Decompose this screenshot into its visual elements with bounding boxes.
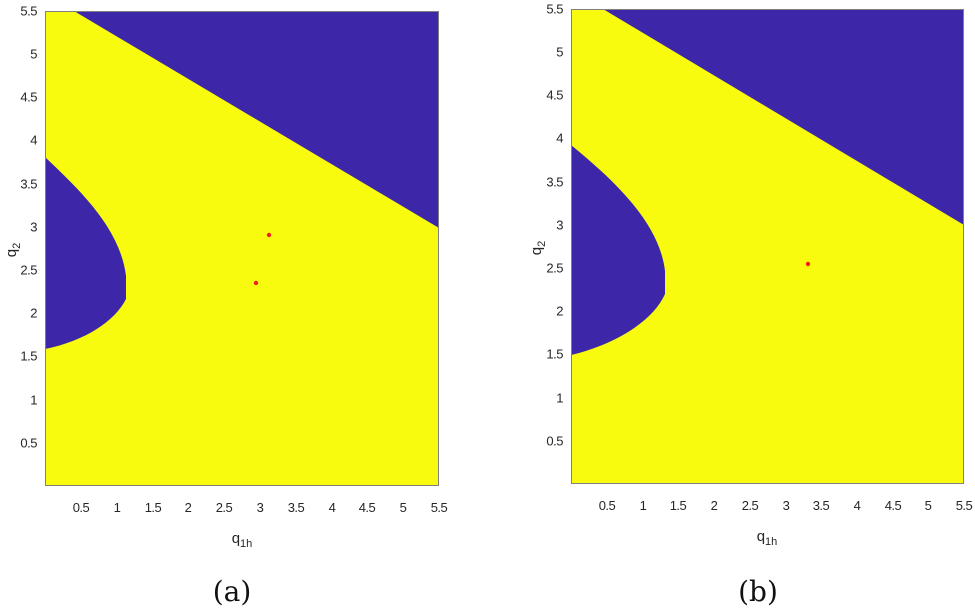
ytick: 4 <box>30 132 37 148</box>
ytick: 0.5 <box>20 435 37 451</box>
xtick: 2 <box>184 500 192 515</box>
xtick: 3.5 <box>812 498 830 513</box>
axes-box <box>571 9 964 484</box>
xtick: 4 <box>328 500 336 515</box>
ytick: 1.5 <box>546 346 563 362</box>
panel-a: 5.5 5 4.5 4 3.5 3 2.5 2 1.5 1 0.5 0.5 1 … <box>0 0 487 616</box>
ytick: 1 <box>556 390 563 406</box>
xtick: 5 <box>924 498 932 513</box>
plot-area-b <box>571 9 964 484</box>
xtick: 3 <box>256 500 264 515</box>
ytick: 4 <box>556 130 563 146</box>
y-axis-label: q2 <box>528 240 548 256</box>
ytick: 3.5 <box>546 174 563 190</box>
ytick: 4.5 <box>20 89 37 105</box>
ytick: 3 <box>556 217 563 233</box>
data-point <box>253 280 259 286</box>
upper-blue-region <box>74 11 439 228</box>
ytick: 3 <box>30 219 37 235</box>
xtick: 1.5 <box>144 500 162 515</box>
ytick: 4.5 <box>546 87 563 103</box>
ytick: 5 <box>556 44 563 60</box>
xtick: 4 <box>853 498 861 513</box>
ytick: 0.5 <box>546 433 563 449</box>
x-axis-label: q1h <box>231 530 253 550</box>
ytick: 2 <box>556 303 563 319</box>
caption-a: (a) <box>212 575 252 608</box>
ytick: 5.5 <box>20 3 37 19</box>
xtick: 1 <box>113 500 121 515</box>
ytick: 2.5 <box>20 262 37 278</box>
data-point <box>805 261 811 267</box>
xtick: 1.5 <box>669 498 687 513</box>
ytick: 5.5 <box>546 1 563 17</box>
xtick: 4.5 <box>358 500 376 515</box>
xtick: 5.5 <box>955 498 973 513</box>
axes-box <box>45 11 439 486</box>
plot-area-a <box>45 11 439 486</box>
caption-b: (b) <box>738 575 778 608</box>
heatmap-b <box>571 9 964 484</box>
xtick: 0.5 <box>72 500 90 515</box>
x-axis-label: q1h <box>756 528 778 548</box>
parabola-blue-region <box>571 145 665 355</box>
xtick: 1 <box>639 498 647 513</box>
parabola-blue-region <box>45 157 126 349</box>
ytick: 2.5 <box>546 260 563 276</box>
ytick: 3.5 <box>20 176 37 192</box>
data-point <box>266 232 272 238</box>
xtick: 4.5 <box>884 498 902 513</box>
xtick: 5.5 <box>430 500 448 515</box>
xtick: 3.5 <box>287 500 305 515</box>
xtick: 2.5 <box>741 498 759 513</box>
xtick: 0.5 <box>598 498 616 513</box>
ytick: 5 <box>30 46 37 62</box>
upper-blue-region <box>603 9 964 225</box>
heatmap-a <box>45 11 439 486</box>
xtick: 2.5 <box>215 500 233 515</box>
xtick: 3 <box>782 498 790 513</box>
ytick: 1.5 <box>20 348 37 364</box>
ytick: 2 <box>30 305 37 321</box>
ytick: 1 <box>30 392 37 408</box>
xtick: 2 <box>710 498 718 513</box>
xtick: 5 <box>399 500 407 515</box>
